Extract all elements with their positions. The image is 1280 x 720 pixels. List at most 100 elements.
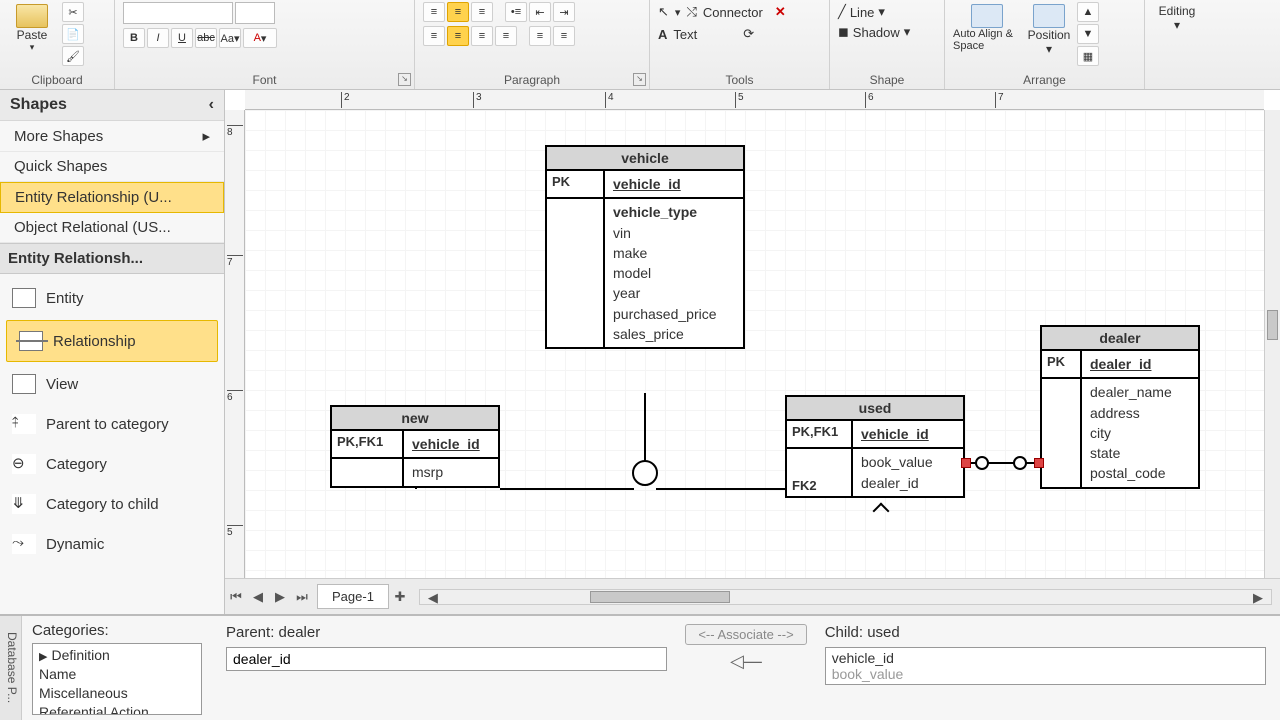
connector-marker[interactable] bbox=[975, 456, 989, 470]
underline-button[interactable]: U bbox=[171, 28, 193, 48]
categories-list[interactable]: ▶Definition Name Miscellaneous Referenti… bbox=[32, 643, 202, 715]
stencil-category-to-child[interactable]: ⤋Category to child bbox=[0, 484, 224, 524]
case-button[interactable]: Aa▾ bbox=[219, 28, 241, 48]
stencil-dynamic[interactable]: ⤳Dynamic bbox=[0, 524, 224, 564]
horizontal-scrollbar[interactable]: ◀▶ bbox=[419, 589, 1272, 605]
entity-new[interactable]: new PK,FK1 vehicle_id msrp bbox=[330, 405, 500, 488]
entity-used-pk-key: PK,FK1 bbox=[787, 421, 853, 447]
connector-line[interactable] bbox=[500, 488, 634, 490]
category-item[interactable]: Name bbox=[39, 665, 195, 684]
shapes-header[interactable]: Shapes ‹ bbox=[0, 90, 224, 121]
position-button[interactable]: Position▾ bbox=[1025, 2, 1073, 56]
vertical-scrollbar[interactable] bbox=[1264, 110, 1280, 578]
auto-align-button[interactable]: Auto Align & Space bbox=[953, 2, 1021, 52]
stencil-category[interactable]: ⊖Category bbox=[0, 444, 224, 484]
stencil-parent-to-category[interactable]: ⤉Parent to category bbox=[0, 404, 224, 444]
strike-button[interactable]: abc bbox=[195, 28, 217, 48]
associate-button[interactable]: <-- Associate --> bbox=[685, 624, 806, 645]
line-icon[interactable]: ╱ bbox=[838, 4, 846, 20]
increase-indent-button[interactable]: ≡ bbox=[553, 26, 575, 46]
font-color-button[interactable]: A▾ bbox=[243, 28, 277, 48]
decrease-indent-button[interactable]: ≡ bbox=[529, 26, 551, 46]
send-back-icon[interactable]: ▼ bbox=[1077, 24, 1099, 44]
page-tab-1[interactable]: Page-1 bbox=[317, 584, 389, 609]
entity-new-pk-key: PK,FK1 bbox=[332, 431, 404, 457]
more-shapes-item[interactable]: More Shapes▸ bbox=[0, 121, 224, 152]
tab-new-icon[interactable]: ✚ bbox=[389, 589, 411, 605]
pointer-icon[interactable]: ↖ bbox=[658, 4, 669, 20]
indent-inc-button[interactable]: ⇥ bbox=[553, 2, 575, 22]
entity-dealer-title: dealer bbox=[1042, 327, 1198, 351]
connector-icon[interactable]: ⤭ bbox=[686, 4, 696, 20]
paragraph-dialog-launcher[interactable]: ↘ bbox=[633, 73, 646, 86]
position-icon bbox=[1033, 4, 1065, 28]
font-size-select[interactable] bbox=[235, 2, 275, 24]
er-stencil-item[interactable]: Entity Relationship (U... bbox=[0, 182, 224, 213]
text-tool-label[interactable]: Text bbox=[673, 27, 697, 42]
line-label[interactable]: Line bbox=[850, 5, 875, 20]
drawing-canvas[interactable]: vehicle PK vehicle_id vehicle_type vin m… bbox=[245, 110, 1264, 578]
refresh-icon[interactable]: ⟳ bbox=[743, 26, 754, 42]
bring-front-icon[interactable]: ▲ bbox=[1077, 2, 1099, 22]
stencil-view[interactable]: View bbox=[0, 364, 224, 404]
align-center-button[interactable]: ≡ bbox=[447, 26, 469, 46]
entity-used[interactable]: used PK,FK1 vehicle_id FK2 book_value de… bbox=[785, 395, 965, 498]
collapse-icon[interactable]: ‹ bbox=[209, 96, 214, 114]
connector-endpoint[interactable] bbox=[1034, 458, 1044, 468]
align-middle-button[interactable]: ≡ bbox=[447, 2, 469, 22]
connector-close-icon[interactable]: ✕ bbox=[775, 4, 786, 20]
align-right-button[interactable]: ≡ bbox=[471, 26, 493, 46]
category-item[interactable]: Definition bbox=[51, 647, 109, 663]
or-stencil-item[interactable]: Object Relational (US... bbox=[0, 213, 224, 243]
font-family-select[interactable] bbox=[123, 2, 233, 24]
align-justify-button[interactable]: ≡ bbox=[495, 26, 517, 46]
child-field-item[interactable]: book_value bbox=[832, 666, 1259, 682]
entity-vehicle-pk: vehicle_id bbox=[613, 176, 681, 192]
bold-button[interactable]: B bbox=[123, 28, 145, 48]
connector-marker[interactable] bbox=[1013, 456, 1027, 470]
stencil-entity[interactable]: Entity bbox=[0, 278, 224, 318]
stencil-relationship[interactable]: Relationship bbox=[6, 320, 218, 362]
entity-used-attr: book_value bbox=[861, 452, 933, 472]
parent-field-select[interactable] bbox=[226, 647, 667, 671]
connector-label[interactable]: Connector bbox=[703, 5, 763, 20]
align-bottom-button[interactable]: ≡ bbox=[471, 2, 493, 22]
text-tool-icon[interactable]: A bbox=[658, 27, 667, 42]
database-tab[interactable]: Database P... bbox=[0, 616, 22, 720]
copy-icon[interactable]: 📄 bbox=[62, 24, 84, 44]
shapes-title: Shapes bbox=[10, 96, 67, 114]
entity-dealer[interactable]: dealer PK dealer_id dealer_name address … bbox=[1040, 325, 1200, 489]
category-circle[interactable] bbox=[632, 460, 658, 486]
indent-dec-button[interactable]: ⇤ bbox=[529, 2, 551, 22]
align-left-button[interactable]: ≡ bbox=[423, 26, 445, 46]
shadow-icon[interactable]: ◼ bbox=[838, 24, 849, 40]
tab-last-icon[interactable]: ⏭ bbox=[291, 589, 313, 605]
shadow-label[interactable]: Shadow bbox=[853, 25, 900, 40]
bullets-button[interactable]: •≡ bbox=[505, 2, 527, 22]
quick-shapes-item[interactable]: Quick Shapes bbox=[0, 152, 224, 182]
tab-next-icon[interactable]: ▶ bbox=[269, 589, 291, 605]
italic-button[interactable]: I bbox=[147, 28, 169, 48]
ruler-h-tick: 4 bbox=[605, 92, 614, 108]
group-icon[interactable]: ▦ bbox=[1077, 46, 1099, 66]
child-field-list[interactable]: vehicle_id book_value bbox=[825, 647, 1266, 685]
connector-line[interactable] bbox=[644, 393, 646, 463]
entity-used-pk: vehicle_id bbox=[861, 426, 929, 442]
connector-endpoint[interactable] bbox=[961, 458, 971, 468]
stencil-view-label: View bbox=[46, 376, 78, 393]
scrollbar-thumb[interactable] bbox=[1267, 310, 1278, 340]
format-painter-icon[interactable]: 🖌 bbox=[62, 46, 84, 66]
editing-button[interactable]: Editing▾ bbox=[1153, 2, 1201, 32]
paste-button[interactable]: Paste ▾ bbox=[8, 2, 56, 53]
align-top-button[interactable]: ≡ bbox=[423, 2, 445, 22]
scrollbar-thumb[interactable] bbox=[590, 591, 730, 603]
tab-first-icon[interactable]: ⏮ bbox=[225, 589, 247, 605]
cut-icon[interactable]: ✂ bbox=[62, 2, 84, 22]
child-field-item[interactable]: vehicle_id bbox=[832, 650, 1259, 666]
category-item[interactable]: Referential Action bbox=[39, 703, 195, 715]
entity-vehicle[interactable]: vehicle PK vehicle_id vehicle_type vin m… bbox=[545, 145, 745, 349]
category-item[interactable]: Miscellaneous bbox=[39, 684, 195, 703]
tab-prev-icon[interactable]: ◀ bbox=[247, 589, 269, 605]
font-dialog-launcher[interactable]: ↘ bbox=[398, 73, 411, 86]
connector-line[interactable] bbox=[656, 488, 785, 490]
